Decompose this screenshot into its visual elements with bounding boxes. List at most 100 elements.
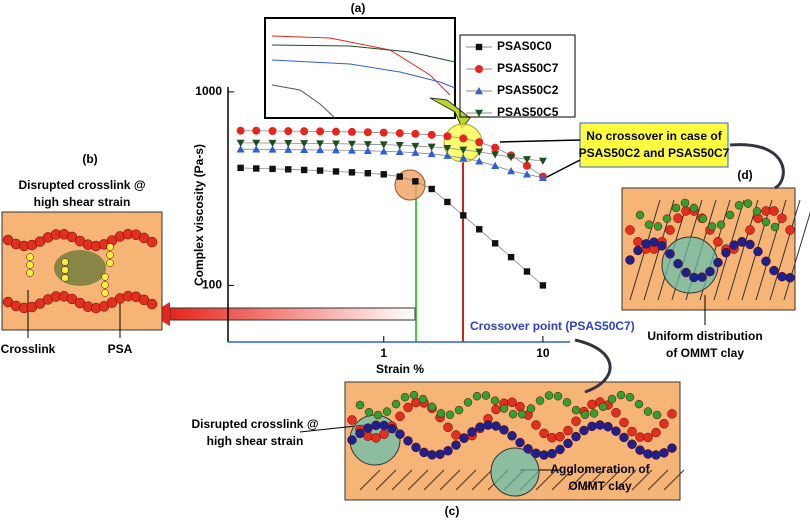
series-line bbox=[240, 142, 543, 162]
bead bbox=[589, 409, 599, 418]
bead bbox=[435, 449, 445, 460]
bead bbox=[553, 391, 563, 401]
bead bbox=[467, 427, 477, 437]
bead bbox=[418, 394, 428, 404]
bead bbox=[681, 267, 691, 278]
marker bbox=[539, 282, 547, 289]
marker bbox=[507, 253, 515, 261]
bead bbox=[106, 259, 114, 267]
bead bbox=[761, 256, 771, 267]
bead bbox=[547, 432, 557, 443]
clay-line bbox=[769, 199, 801, 301]
bead bbox=[665, 225, 675, 235]
bead bbox=[26, 253, 34, 261]
marker bbox=[347, 140, 356, 148]
bead bbox=[382, 407, 392, 416]
bead bbox=[641, 239, 651, 249]
panel-text: of OMMT clay bbox=[666, 346, 744, 360]
bead bbox=[777, 213, 787, 223]
bead bbox=[785, 225, 795, 235]
bead bbox=[427, 450, 437, 460]
clay-line bbox=[471, 469, 493, 491]
x-tick-label: 10 bbox=[536, 346, 550, 360]
marker bbox=[236, 145, 245, 153]
marker bbox=[363, 141, 372, 149]
bead bbox=[507, 397, 517, 408]
bead bbox=[653, 222, 663, 231]
marker bbox=[522, 161, 531, 170]
bead bbox=[625, 225, 635, 235]
bead bbox=[26, 269, 34, 277]
bead bbox=[707, 222, 717, 231]
bead bbox=[355, 400, 365, 410]
bead bbox=[547, 448, 557, 459]
bead bbox=[563, 438, 573, 449]
marker bbox=[331, 140, 340, 148]
bead bbox=[713, 257, 723, 268]
bead bbox=[400, 392, 410, 402]
bead bbox=[403, 402, 413, 413]
bead bbox=[657, 241, 667, 251]
clay-line bbox=[439, 469, 461, 491]
bead bbox=[587, 399, 597, 410]
marker bbox=[522, 156, 531, 164]
bead bbox=[643, 432, 653, 443]
bead bbox=[355, 428, 365, 439]
clay bbox=[54, 250, 106, 286]
chart-title: (a) bbox=[351, 1, 366, 15]
panel-label: (d) bbox=[737, 168, 752, 182]
bead bbox=[491, 421, 501, 431]
inset-curve bbox=[271, 59, 456, 89]
curved-arrow bbox=[729, 143, 785, 190]
marker bbox=[395, 129, 404, 138]
clay-line bbox=[423, 469, 445, 491]
bead bbox=[61, 258, 69, 266]
marker bbox=[522, 170, 531, 178]
marker bbox=[459, 134, 468, 143]
bead bbox=[769, 206, 779, 216]
bead bbox=[634, 399, 644, 409]
bead bbox=[403, 436, 413, 446]
bead bbox=[555, 431, 565, 442]
curved-arrow bbox=[574, 338, 612, 394]
annotation: No crossover in case of bbox=[586, 129, 722, 143]
bead bbox=[562, 398, 572, 407]
panel-text: Disrupted crosslink @ bbox=[191, 417, 318, 431]
bead bbox=[680, 198, 690, 208]
bead bbox=[745, 225, 755, 235]
bead bbox=[659, 448, 669, 458]
clay-line bbox=[663, 469, 685, 491]
marker bbox=[443, 151, 452, 159]
bead bbox=[459, 433, 469, 444]
inset-arrow bbox=[429, 97, 471, 129]
clay-line bbox=[583, 469, 605, 491]
bead bbox=[391, 399, 401, 409]
bead bbox=[635, 432, 645, 442]
bead bbox=[363, 431, 373, 441]
bead bbox=[106, 243, 114, 251]
bead bbox=[531, 420, 541, 430]
panel-text: OMMT clay bbox=[568, 479, 632, 493]
bead bbox=[580, 410, 590, 419]
bead bbox=[411, 442, 421, 453]
panel-label: (b) bbox=[82, 152, 97, 166]
marker bbox=[364, 170, 372, 177]
bead bbox=[427, 402, 437, 412]
y-tick-label: 1000 bbox=[195, 84, 222, 98]
bead bbox=[651, 427, 661, 438]
note-arrow bbox=[499, 139, 581, 143]
bead bbox=[643, 449, 653, 459]
panel-text: high shear strain bbox=[207, 434, 304, 448]
marker bbox=[237, 164, 244, 172]
marker bbox=[252, 145, 261, 153]
bead bbox=[705, 266, 715, 277]
annotation: PSAS50C2 and PSAS50C7 bbox=[579, 146, 730, 160]
bead bbox=[371, 433, 381, 443]
bead bbox=[395, 411, 405, 422]
marker bbox=[427, 149, 436, 158]
bead bbox=[515, 401, 525, 412]
clay-line bbox=[783, 211, 810, 301]
bead bbox=[379, 420, 389, 431]
bead bbox=[611, 407, 621, 418]
bead bbox=[395, 429, 405, 439]
